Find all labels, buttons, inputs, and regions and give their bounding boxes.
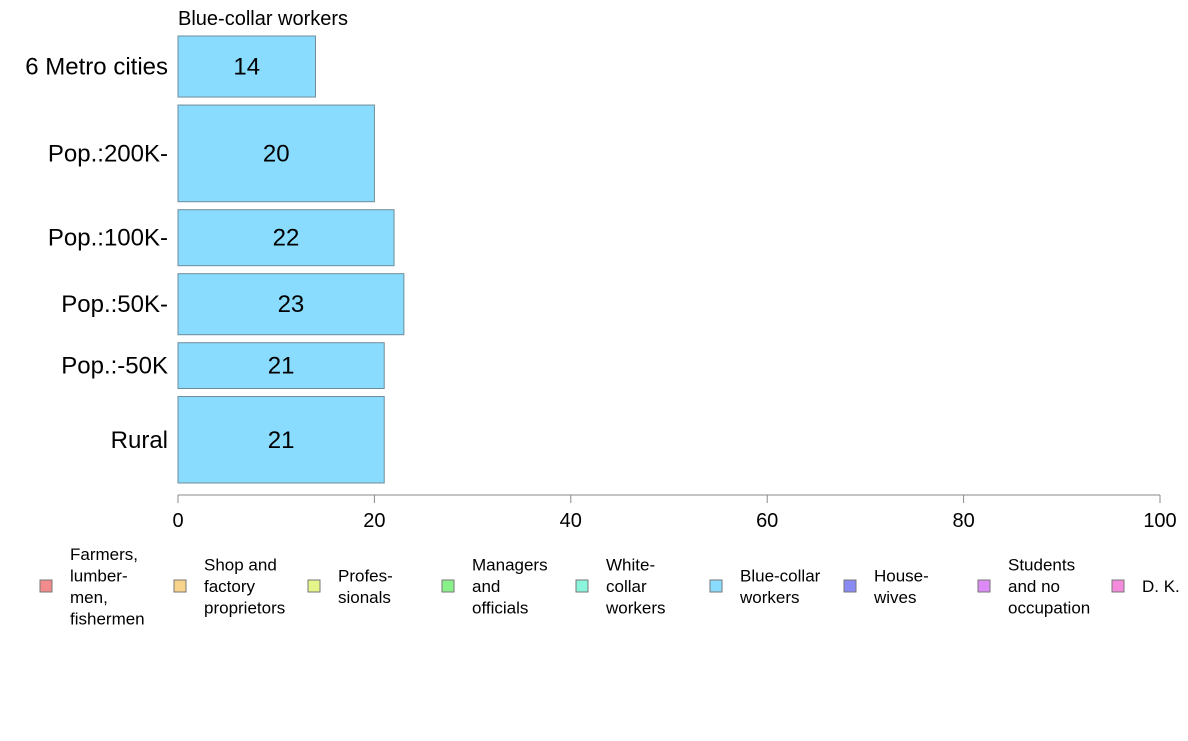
bar	[177, 35, 316, 98]
bar-value-label: 21	[268, 353, 295, 380]
x-tick-label: 40	[560, 510, 582, 532]
bar	[177, 209, 395, 267]
legend-item: Managers and officials	[441, 556, 548, 618]
bar-value-label: 23	[278, 291, 305, 318]
legend-item: Blue-collar workers	[709, 566, 821, 607]
legend-swatch	[709, 579, 723, 593]
legend-swatch	[39, 579, 53, 593]
legend-label: Shop and factory proprietors	[204, 556, 285, 618]
x-axis: 0 20 40 60 80 100	[172, 494, 1177, 532]
bar	[177, 396, 385, 484]
category-label: Pop.:100K-	[48, 225, 168, 252]
legend-item: House-wives	[843, 566, 929, 607]
bar-value-label: 22	[273, 225, 300, 252]
legend-item: Profes-sionals	[307, 566, 393, 607]
x-tick-label: 100	[1143, 510, 1176, 532]
bar	[177, 342, 385, 390]
legend-item: D. K.	[1111, 577, 1180, 596]
legend-item: Farmers, lumber-men, fishermen	[39, 545, 145, 629]
x-tick-label: 80	[952, 510, 974, 532]
legend-swatch	[977, 579, 991, 593]
legend-label: Blue-collar workers	[739, 566, 821, 607]
chart-title: Blue-collar workers	[178, 8, 348, 30]
legend-item: Students and no occupation	[977, 556, 1090, 618]
x-tick-label: 60	[756, 510, 778, 532]
category-label: Pop.:50K-	[61, 291, 168, 318]
bars-layer: 14 6 Metro cities 20 Pop.:200K- 22 Pop.:100K-…	[25, 35, 405, 484]
category-label: Pop.:-50K	[61, 353, 168, 380]
legend-label: Students and no occupation	[1008, 556, 1090, 618]
legend-label: Managers and officials	[472, 556, 548, 618]
legend: Farmers, lumber-men, fishermen Shop and fact…	[39, 545, 1180, 629]
category-label: Pop.:200K-	[48, 140, 168, 167]
legend-swatch	[441, 579, 455, 593]
legend-swatch	[173, 579, 187, 593]
legend-swatch	[307, 579, 321, 593]
legend-label: D. K.	[1142, 577, 1180, 596]
x-tick-label: 0	[172, 510, 183, 532]
x-tick-label: 20	[363, 510, 385, 532]
legend-item: White-collar workers	[575, 556, 666, 618]
bar-value-label: 14	[233, 54, 260, 81]
legend-swatch	[575, 579, 589, 593]
legend-label: Profes-sionals	[338, 566, 393, 607]
bar-value-label: 21	[268, 427, 295, 454]
category-label: 6 Metro cities	[25, 54, 168, 81]
bar	[177, 104, 375, 203]
legend-swatch	[1111, 579, 1125, 593]
bar-value-label: 20	[263, 140, 290, 167]
legend-label: Farmers, lumber-men, fishermen	[70, 545, 145, 629]
legend-label: House-wives	[873, 566, 929, 607]
legend-item: Shop and factory proprietors	[173, 556, 285, 618]
legend-swatch	[843, 579, 857, 593]
bar	[177, 273, 405, 336]
legend-label: White-collar workers	[605, 556, 666, 618]
category-label: Rural	[111, 427, 168, 454]
